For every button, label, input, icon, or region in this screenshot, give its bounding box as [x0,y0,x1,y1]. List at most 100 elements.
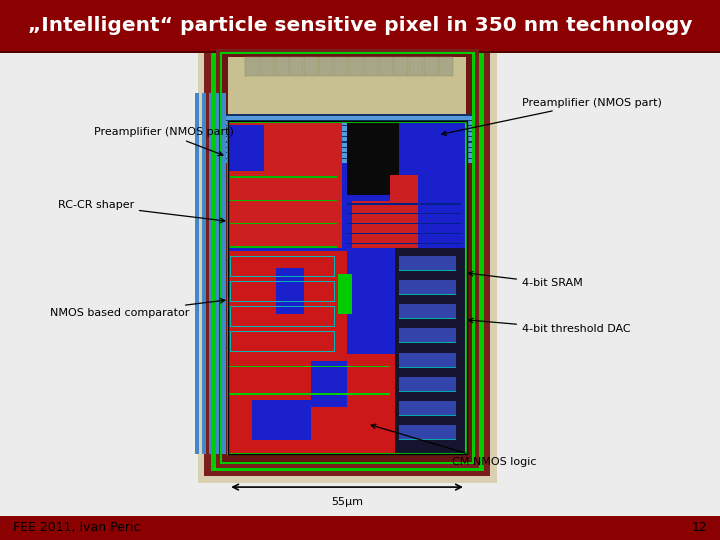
Bar [230,246,337,248]
Bar [216,49,479,468]
Bar [274,57,289,76]
Bar [349,57,363,76]
Bar [400,294,456,295]
Bar [230,177,337,178]
Bar [338,274,352,314]
Bar [347,233,461,234]
Bar [228,121,467,454]
Bar [222,131,472,132]
Bar [228,393,390,395]
Bar [222,148,472,152]
Text: CM NMOS logic: CM NMOS logic [372,424,536,467]
Text: FEE 2011, Ivan Peric: FEE 2011, Ivan Peric [13,521,140,535]
Bar [204,40,490,476]
Bar [202,93,206,454]
Bar [400,439,456,440]
Bar [228,125,264,171]
Bar [400,377,456,392]
Text: Preamplifier (NMOS part): Preamplifier (NMOS part) [94,127,233,156]
Bar [400,255,456,271]
Bar [216,93,219,454]
Bar [347,251,395,354]
Bar [230,306,334,326]
Bar [400,426,456,440]
Bar [222,158,472,159]
Bar [222,54,472,462]
Bar [222,125,472,126]
Bar [222,121,472,125]
Text: 55μm: 55μm [331,497,363,507]
Bar [438,57,453,76]
Bar [222,120,472,121]
Bar [230,223,337,225]
Text: NMOS based comparator: NMOS based comparator [50,299,225,318]
Bar [222,152,472,153]
Bar [222,159,472,163]
Text: 4-bit threshold DAC: 4-bit threshold DAC [469,318,631,334]
Bar [347,122,466,248]
Bar [305,57,318,76]
Bar [222,141,472,143]
Bar [311,361,347,407]
Bar [222,126,472,131]
Bar [400,401,456,416]
Bar [222,147,472,148]
Bar [400,415,456,416]
Bar [390,174,418,201]
Text: RC-CR shaper: RC-CR shaper [58,200,225,222]
Bar [0,0,720,51]
Bar [228,57,466,122]
Bar [222,93,226,454]
Bar [347,213,461,214]
Bar [209,93,212,454]
Bar [400,304,456,319]
Bar [222,153,472,158]
Bar [395,248,466,454]
Bar [379,57,393,76]
Bar [228,354,466,454]
Bar [364,57,378,76]
Bar [228,122,466,454]
Text: Preamplifier (NMOS part): Preamplifier (NMOS part) [442,98,662,136]
Bar [211,45,484,471]
Bar [195,93,199,454]
Bar [400,367,456,368]
Bar [260,57,274,76]
Bar [400,353,456,368]
Bar [347,122,400,194]
Bar [0,51,720,53]
Bar [228,122,342,248]
Text: „Intelligent“ particle sensitive pixel in 350 nm technology: „Intelligent“ particle sensitive pixel i… [28,16,692,35]
Bar [400,280,456,295]
Bar [289,57,303,76]
Bar [347,244,461,245]
Bar [230,281,334,301]
Bar [252,401,311,440]
Bar [0,516,720,540]
Bar [211,94,215,454]
Bar [198,35,497,483]
Bar [320,57,333,76]
Bar [347,224,461,225]
Bar [400,391,456,392]
Bar [222,137,472,141]
Bar [334,57,348,76]
Bar [220,52,475,464]
Bar [400,318,456,319]
Bar [347,204,461,205]
Bar [222,114,472,116]
Bar [222,143,472,147]
Bar [400,342,456,343]
Bar [424,57,438,76]
Bar [228,122,466,454]
Bar [394,57,408,76]
Bar [352,201,418,248]
Bar [276,268,305,314]
Bar [222,136,472,137]
Bar [400,328,456,343]
Bar [409,57,423,76]
Bar [228,366,390,367]
Bar [230,256,334,276]
Bar [245,57,258,76]
Bar [230,200,337,201]
